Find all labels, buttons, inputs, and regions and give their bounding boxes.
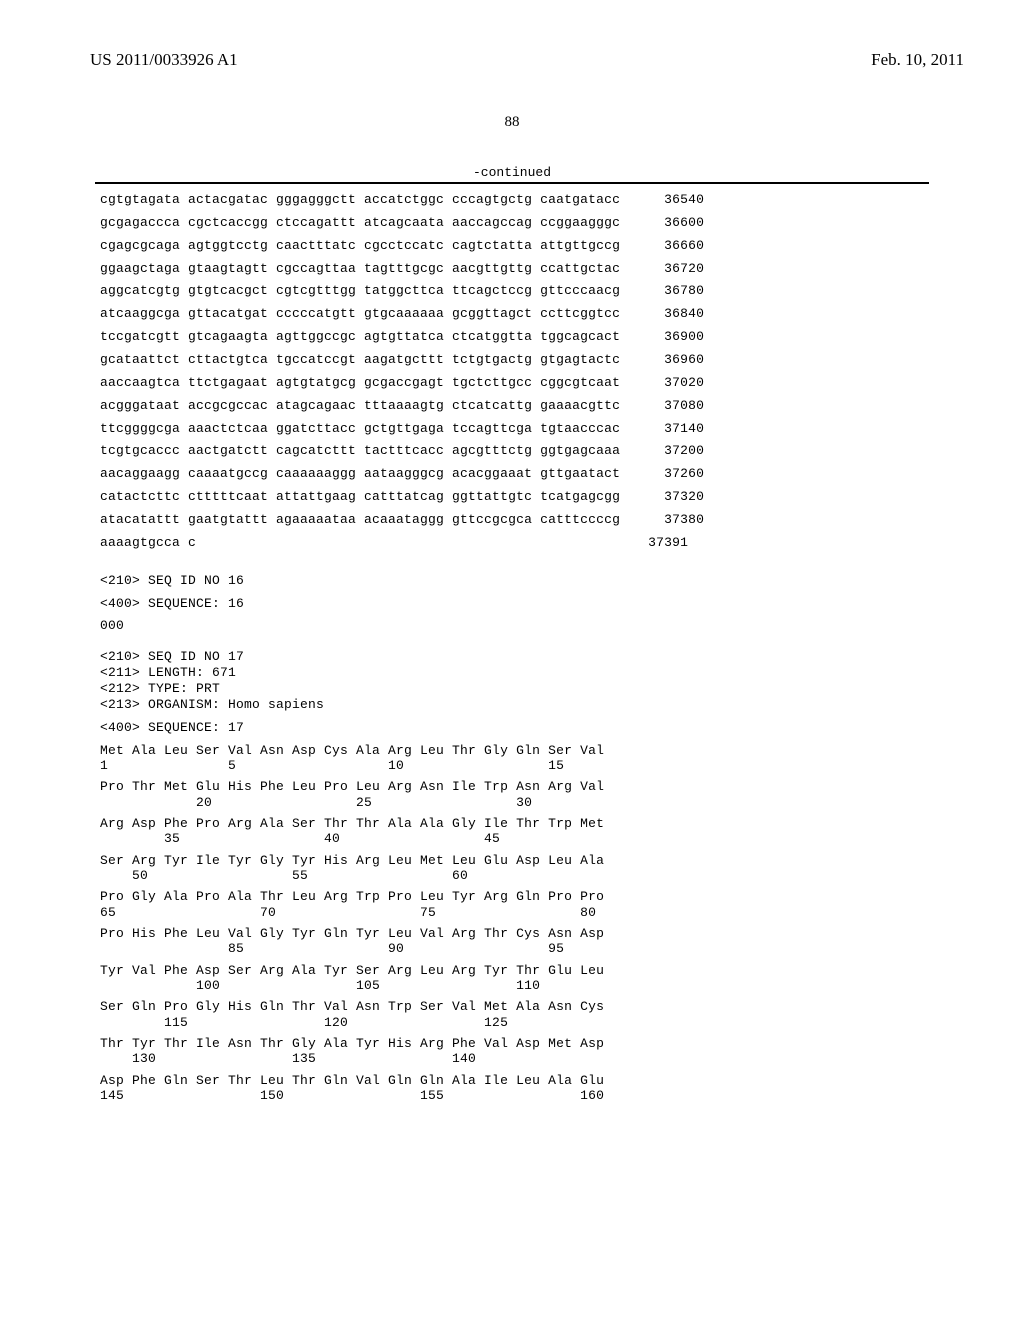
dna-position: 37020	[636, 375, 704, 391]
dna-bases: acgggataat accgcgccac atagcagaac tttaaaa…	[100, 398, 636, 414]
protein-row: Thr Tyr Thr Ile Asn Thr Gly Ala Tyr His …	[100, 1036, 1024, 1067]
dna-position: 36960	[636, 352, 704, 368]
dna-row: atcaaggcga gttacatgat cccccatgtt gtgcaaa…	[100, 306, 1024, 322]
protein-residues: Asp Phe Gln Ser Thr Leu Thr Gln Val Gln …	[100, 1073, 1024, 1088]
protein-row: Arg Asp Phe Pro Arg Ala Ser Thr Thr Ala …	[100, 816, 1024, 847]
dna-row: tccgatcgtt gtcagaagta agttggccgc agtgtta…	[100, 329, 1024, 345]
dna-row: acgggataat accgcgccac atagcagaac tttaaaa…	[100, 398, 1024, 414]
dna-position: 36780	[636, 283, 704, 299]
protein-residues: Ser Arg Tyr Ile Tyr Gly Tyr His Arg Leu …	[100, 853, 1024, 868]
dna-row: aggcatcgtg gtgtcacgct cgtcgtttgg tatggct…	[100, 283, 1024, 299]
dna-position: 37391	[620, 535, 688, 551]
dna-bases: cgagcgcaga agtggtcctg caactttatc cgcctcc…	[100, 238, 636, 254]
dna-bases: aaccaagtca ttctgagaat agtgtatgcg gcgaccg…	[100, 375, 636, 391]
dna-bases: tccgatcgtt gtcagaagta agttggccgc agtgtta…	[100, 329, 636, 345]
protein-residues: Tyr Val Phe Asp Ser Arg Ala Tyr Ser Arg …	[100, 963, 1024, 978]
dna-bases: aaaagtgcca c	[100, 535, 620, 551]
seq17-type: <212> TYPE: PRT	[100, 681, 1024, 697]
protein-row: Ser Gln Pro Gly His Gln Thr Val Asn Trp …	[100, 999, 1024, 1030]
seq17-organism: <213> ORGANISM: Homo sapiens	[100, 697, 1024, 713]
dna-position: 37320	[636, 489, 704, 505]
dna-bases: cgtgtagata actacgatac gggagggctt accatct…	[100, 192, 636, 208]
dna-position: 37080	[636, 398, 704, 414]
seq16-body: 000	[100, 618, 1024, 634]
dna-bases: atcaaggcga gttacatgat cccccatgtt gtgcaaa…	[100, 306, 636, 322]
dna-row: ggaagctaga gtaagtagtt cgccagttaa tagtttg…	[100, 261, 1024, 277]
protein-positions: 115 120 125	[100, 1015, 1024, 1030]
dna-row: aaccaagtca ttctgagaat agtgtatgcg gcgaccg…	[100, 375, 1024, 391]
dna-bases: catactcttc ctttttcaat attattgaag catttat…	[100, 489, 636, 505]
dna-position: 36720	[636, 261, 704, 277]
dna-row: aaaagtgcca c 37391	[100, 535, 1024, 551]
seq16-id: <210> SEQ ID NO 16	[100, 573, 1024, 589]
protein-residues: Pro Gly Ala Pro Ala Thr Leu Arg Trp Pro …	[100, 889, 1024, 904]
dna-position: 36600	[636, 215, 704, 231]
dna-row: gcgagaccca cgctcaccgg ctccagattt atcagca…	[100, 215, 1024, 231]
protein-residues: Arg Asp Phe Pro Arg Ala Ser Thr Thr Ala …	[100, 816, 1024, 831]
dna-position: 37140	[636, 421, 704, 437]
dna-row: catactcttc ctttttcaat attattgaag catttat…	[100, 489, 1024, 505]
dna-bases: gcgagaccca cgctcaccgg ctccagattt atcagca…	[100, 215, 636, 231]
protein-positions: 85 90 95	[100, 941, 1024, 956]
dna-position: 36840	[636, 306, 704, 322]
dna-bases: atacatattt gaatgtattt agaaaaataa acaaata…	[100, 512, 636, 528]
protein-row: Met Ala Leu Ser Val Asn Asp Cys Ala Arg …	[100, 743, 1024, 774]
dna-position: 36540	[636, 192, 704, 208]
page-number: 88	[0, 114, 1024, 131]
dna-position: 37260	[636, 466, 704, 482]
protein-row: Pro Thr Met Glu His Phe Leu Pro Leu Arg …	[100, 779, 1024, 810]
dna-row: aacaggaagg caaaatgccg caaaaaaggg aataagg…	[100, 466, 1024, 482]
dna-row: cgtgtagata actacgatac gggagggctt accatct…	[100, 192, 1024, 208]
seq17-id: <210> SEQ ID NO 17	[100, 649, 1024, 665]
dna-row: cgagcgcaga agtggtcctg caactttatc cgcctcc…	[100, 238, 1024, 254]
protein-positions: 1 5 10 15	[100, 758, 1024, 773]
protein-row: Ser Arg Tyr Ile Tyr Gly Tyr His Arg Leu …	[100, 853, 1024, 884]
dna-position: 36900	[636, 329, 704, 345]
protein-sequence-block: Met Ala Leu Ser Val Asn Asp Cys Ala Arg …	[0, 743, 1024, 1104]
publication-date: Feb. 10, 2011	[871, 50, 964, 70]
page-header: US 2011/0033926 A1 Feb. 10, 2011	[0, 0, 1024, 78]
dna-bases: ggaagctaga gtaagtagtt cgccagttaa tagtttg…	[100, 261, 636, 277]
dna-bases: tcgtgcaccc aactgatctt cagcatcttt tactttc…	[100, 443, 636, 459]
publication-number: US 2011/0033926 A1	[90, 50, 238, 70]
continued-label: -continued	[0, 165, 1024, 180]
protein-residues: Ser Gln Pro Gly His Gln Thr Val Asn Trp …	[100, 999, 1024, 1014]
protein-positions: 100 105 110	[100, 978, 1024, 993]
seq17-sequence-label: <400> SEQUENCE: 17	[100, 720, 1024, 736]
protein-residues: Met Ala Leu Ser Val Asn Asp Cys Ala Arg …	[100, 743, 1024, 758]
protein-row: Tyr Val Phe Asp Ser Arg Ala Tyr Ser Arg …	[100, 963, 1024, 994]
dna-position: 36660	[636, 238, 704, 254]
seq17-length: <211> LENGTH: 671	[100, 665, 1024, 681]
dna-position: 37200	[636, 443, 704, 459]
protein-residues: Pro His Phe Leu Val Gly Tyr Gln Tyr Leu …	[100, 926, 1024, 941]
protein-positions: 145 150 155 160	[100, 1088, 1024, 1103]
dna-bases: aggcatcgtg gtgtcacgct cgtcgtttgg tatggct…	[100, 283, 636, 299]
dna-bases: aacaggaagg caaaatgccg caaaaaaggg aataagg…	[100, 466, 636, 482]
protein-positions: 35 40 45	[100, 831, 1024, 846]
dna-row: ttcggggcga aaactctcaa ggatcttacc gctgttg…	[100, 421, 1024, 437]
protein-row: Asp Phe Gln Ser Thr Leu Thr Gln Val Gln …	[100, 1073, 1024, 1104]
dna-bases: gcataattct cttactgtca tgccatccgt aagatgc…	[100, 352, 636, 368]
protein-row: Pro Gly Ala Pro Ala Thr Leu Arg Trp Pro …	[100, 889, 1024, 920]
dna-position: 37380	[636, 512, 704, 528]
protein-residues: Pro Thr Met Glu His Phe Leu Pro Leu Arg …	[100, 779, 1024, 794]
seq16-sequence-label: <400> SEQUENCE: 16	[100, 596, 1024, 612]
protein-residues: Thr Tyr Thr Ile Asn Thr Gly Ala Tyr His …	[100, 1036, 1024, 1051]
dna-row: atacatattt gaatgtattt agaaaaataa acaaata…	[100, 512, 1024, 528]
protein-row: Pro His Phe Leu Val Gly Tyr Gln Tyr Leu …	[100, 926, 1024, 957]
dna-sequence-block: cgtgtagata actacgatac gggagggctt accatct…	[0, 184, 1024, 743]
protein-positions: 130 135 140	[100, 1051, 1024, 1066]
dna-row: gcataattct cttactgtca tgccatccgt aagatgc…	[100, 352, 1024, 368]
dna-row: tcgtgcaccc aactgatctt cagcatcttt tactttc…	[100, 443, 1024, 459]
protein-positions: 50 55 60	[100, 868, 1024, 883]
dna-bases: ttcggggcga aaactctcaa ggatcttacc gctgttg…	[100, 421, 636, 437]
protein-positions: 20 25 30	[100, 795, 1024, 810]
protein-positions: 65 70 75 80	[100, 905, 1024, 920]
